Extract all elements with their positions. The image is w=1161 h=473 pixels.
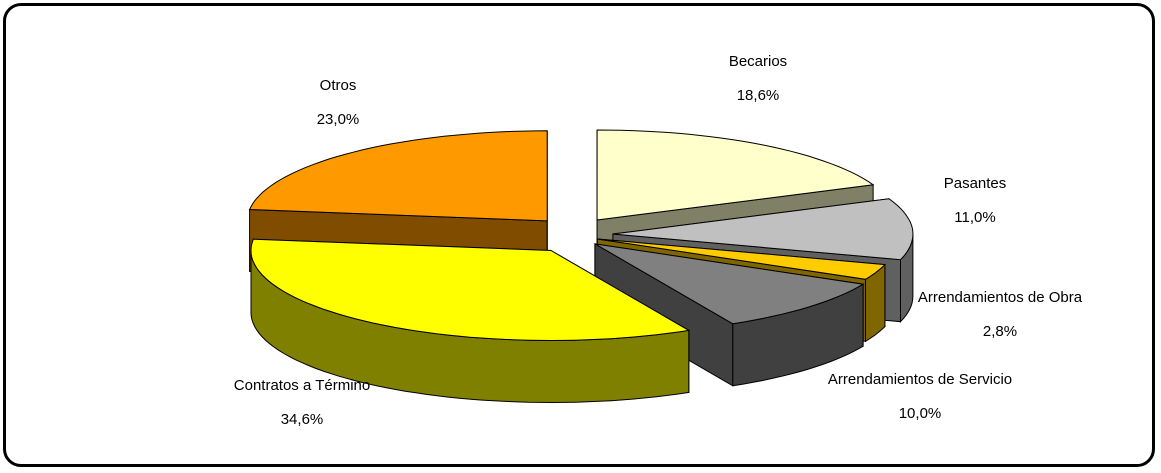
slice-value-label: 2,8%: [983, 323, 1017, 340]
slice-label: Arrendamientos de Servicio: [828, 371, 1012, 388]
slice-value-label: 23,0%: [317, 111, 360, 128]
slice-value-label: 18,6%: [737, 87, 780, 104]
pie-slice-contratos-a-t-rmino: [250, 238, 691, 404]
slice-label: Becarios: [729, 53, 787, 70]
slice-label: Otros: [320, 77, 357, 94]
slice-value-label: 34,6%: [281, 411, 324, 428]
slice-value-label: 10,0%: [899, 405, 942, 422]
slice-label: Pasantes: [944, 175, 1007, 192]
slice-label: Arrendamientos de Obra: [918, 289, 1083, 306]
pie-slice-arrendamientos-de-servicio: [594, 242, 865, 387]
slice-value-label: 11,0%: [954, 209, 995, 226]
slice-label: Contratos a Término: [234, 377, 370, 394]
